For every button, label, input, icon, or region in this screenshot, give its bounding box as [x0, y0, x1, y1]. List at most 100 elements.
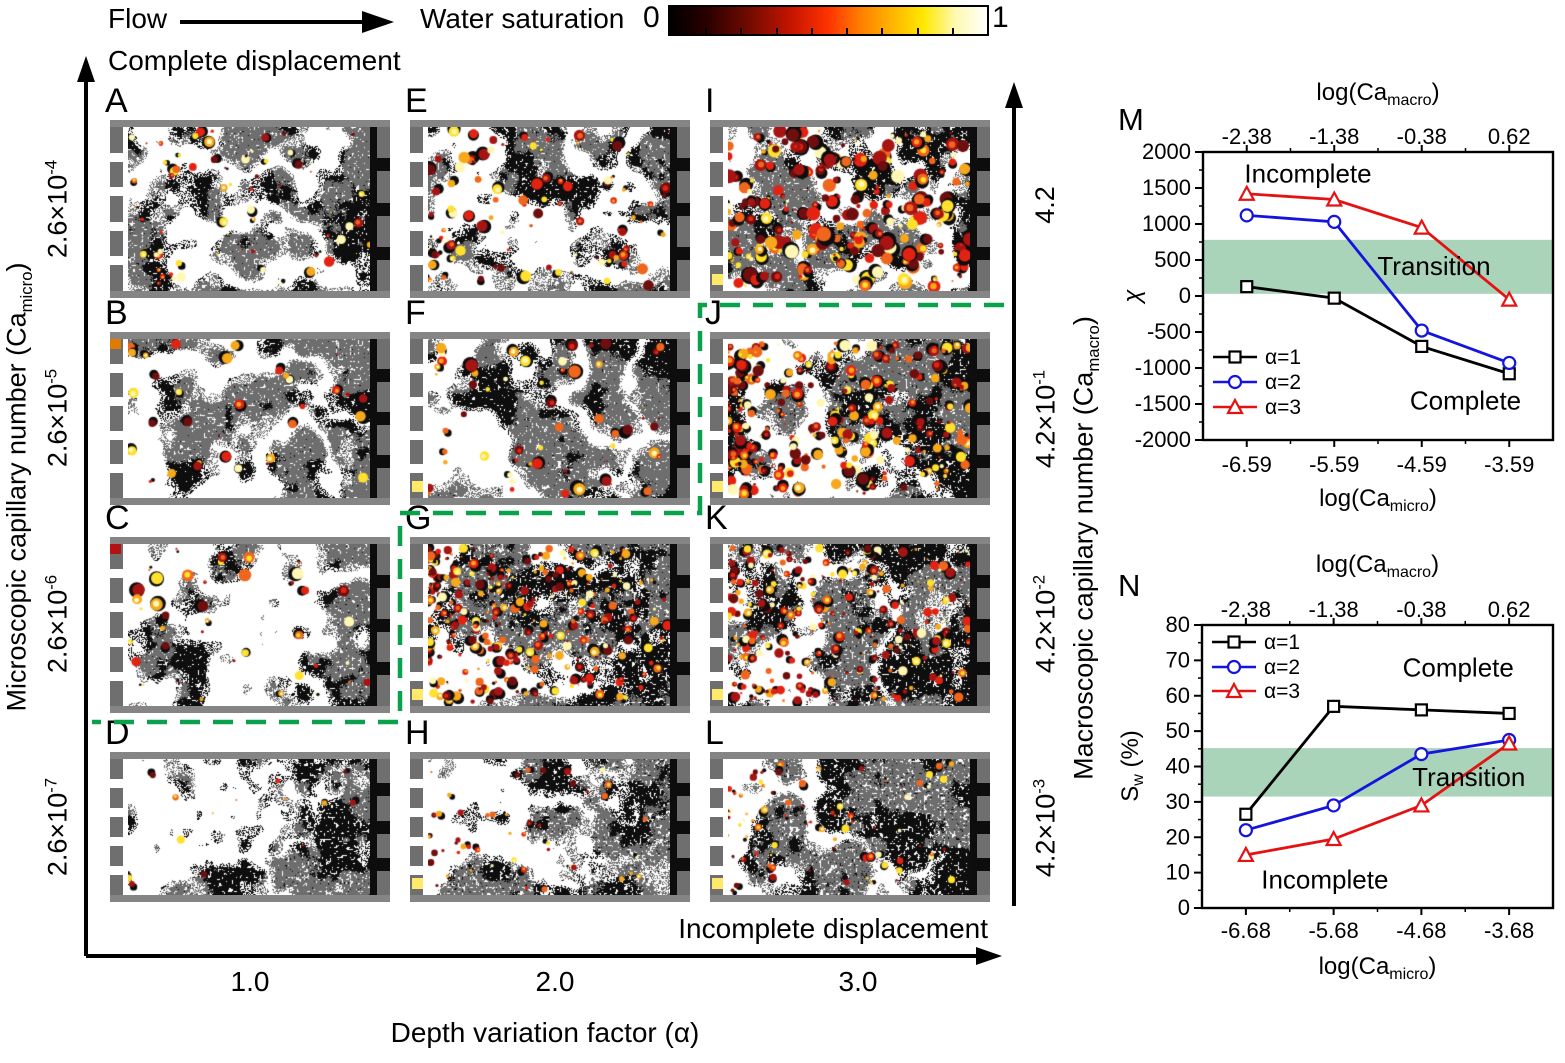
panel-inlet-channel [110, 759, 128, 895]
outlet-block [677, 587, 690, 619]
inlet-post [110, 680, 123, 706]
simulation-panel-G [410, 537, 690, 713]
inlet-post [110, 817, 123, 837]
inlet-post [110, 578, 123, 604]
inlet-post [410, 265, 423, 291]
inlet-post [110, 759, 123, 779]
panel-outlet-channel [370, 127, 390, 291]
panel-inlet-channel [110, 544, 128, 706]
inlet-post [710, 788, 723, 808]
outlet-block [977, 425, 990, 455]
porous-media-saturation-map-G [428, 544, 670, 706]
svg-text:-1000: -1000 [1135, 355, 1191, 380]
right-axis-tick-exponent: -2 [1029, 574, 1049, 590]
simulation-panel-E [410, 120, 690, 298]
inlet-post [710, 612, 723, 638]
svg-text:-1500: -1500 [1135, 391, 1191, 416]
outlet-block [677, 870, 690, 895]
inlet-post [410, 612, 423, 638]
outlet-block [677, 796, 690, 821]
outlet-block [377, 631, 390, 663]
inlet-post [710, 544, 723, 570]
panel-top-wall [710, 332, 990, 339]
inlet-post [710, 578, 723, 604]
simulation-panel-I [710, 120, 990, 298]
inlet-post [110, 439, 123, 465]
simulation-panel-B [110, 332, 390, 505]
left-axis-title: Microscopic capillary number (Camicro) [2, 262, 36, 711]
outlet-block [977, 796, 990, 821]
panel-letter-E: E [405, 82, 428, 120]
left-axis-tick-base: 2.6×10 [42, 383, 73, 468]
inlet-saturation-mark [712, 689, 723, 700]
outlet-block [677, 382, 690, 412]
svg-text:70: 70 [1166, 647, 1190, 672]
svg-text:0.62: 0.62 [1488, 124, 1531, 149]
outlet-block [377, 870, 390, 895]
chart-N-saturation: N -2.38 -6.68 -1.38 -5.68 -0.38 -4.68 0.62 -3.68… [1100, 528, 1565, 998]
inlet-post [110, 127, 123, 153]
svg-text:-0.38: -0.38 [1397, 124, 1447, 149]
simulation-panel-D [110, 752, 390, 902]
panel-outlet-channel [370, 339, 390, 498]
panel-inlet-channel [710, 544, 728, 706]
inlet-post [710, 406, 723, 431]
porous-media-saturation-map-B [128, 339, 370, 498]
outlet-block [377, 468, 390, 498]
inlet-saturation-mark [412, 481, 423, 492]
porous-media-saturation-map-C [128, 544, 370, 706]
svg-text:Transition: Transition [1412, 762, 1525, 792]
porous-media-saturation-map-F [428, 339, 670, 498]
panel-top-wall [710, 752, 990, 759]
outlet-block [977, 127, 990, 159]
simulation-panel-L [710, 752, 990, 902]
inlet-post [110, 406, 123, 431]
chart-M-phase-diagram: M -2.38 -6.59 -1.38 -5.59 -0.38 -4.59 0.62 -3.59… [1100, 60, 1565, 515]
inlet-post [710, 161, 723, 188]
inlet-saturation-mark [712, 274, 723, 285]
panel-bottom-wall [710, 498, 990, 505]
inlet-post [710, 846, 723, 866]
simulation-panel-F [410, 332, 690, 505]
outlet-block [977, 171, 990, 203]
simulation-panel-H [410, 752, 690, 902]
svg-text:1500: 1500 [1142, 175, 1191, 200]
outlet-block [677, 759, 690, 784]
svg-text:-2000: -2000 [1135, 427, 1191, 452]
panel-letter-F: F [405, 294, 426, 332]
inlet-post [710, 339, 723, 364]
svg-text:χ: χ [1119, 289, 1146, 305]
outlet-block [377, 544, 390, 575]
outlet-block [377, 339, 390, 369]
simulation-panel-A [110, 120, 390, 298]
inlet-post [410, 544, 423, 570]
inlet-post [410, 339, 423, 364]
panel-inlet-channel [710, 759, 728, 895]
left-axis-tick-base: 2.6×10 [42, 589, 73, 674]
water-saturation-label: Water saturation [420, 3, 625, 34]
svg-text:α=3: α=3 [1265, 396, 1301, 419]
outlet-block [677, 215, 690, 247]
left-axis-title-sub: micro [16, 271, 36, 313]
right-axis-tick-base: 4.2×10 [1030, 384, 1061, 469]
inlet-post [710, 759, 723, 779]
panel-outlet-channel [970, 759, 990, 895]
panel-letter-B: B [105, 294, 128, 332]
panel-letter-K: K [705, 499, 728, 537]
svg-text:α=3: α=3 [1264, 680, 1300, 703]
colorbar-tick [810, 28, 813, 34]
panel-bottom-wall [710, 706, 990, 713]
outlet-block [677, 425, 690, 455]
outlet-block [677, 127, 690, 159]
outlet-block [977, 259, 990, 291]
inlet-post [410, 196, 423, 222]
colorbar-tick [740, 28, 743, 34]
panel-top-wall [110, 120, 390, 127]
inlet-saturation-mark [412, 689, 423, 700]
left-axis-tick: 2.6×10-5 [41, 369, 73, 468]
inlet-post [110, 161, 123, 188]
inlet-post [110, 196, 123, 222]
inlet-post [110, 788, 123, 808]
panel-bottom-wall [110, 291, 390, 298]
panel-outlet-channel [370, 759, 390, 895]
